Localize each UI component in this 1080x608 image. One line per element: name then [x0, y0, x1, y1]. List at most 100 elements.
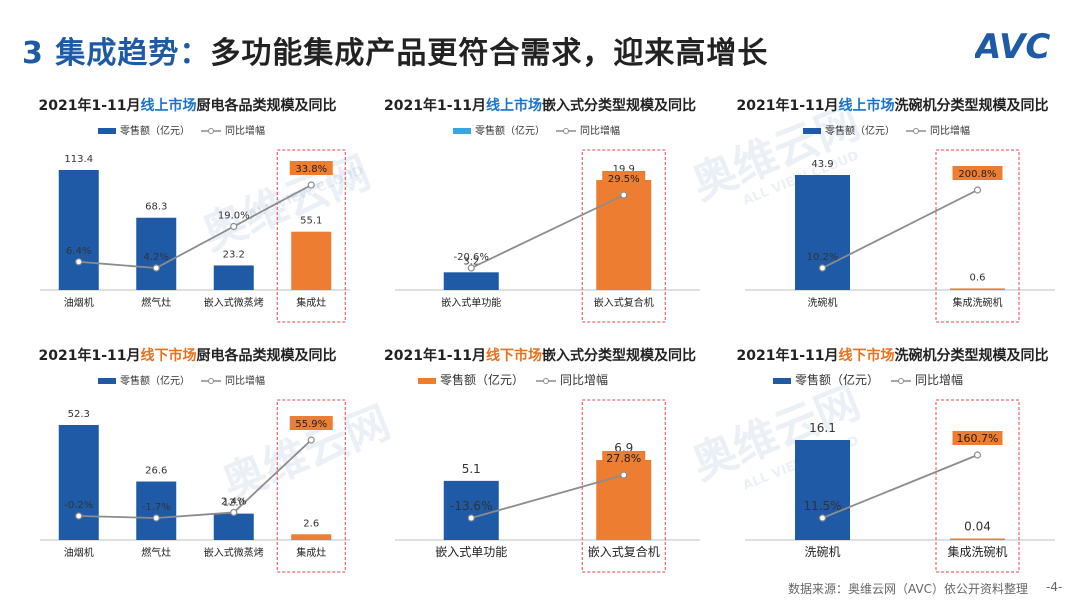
growth-point-2	[152, 264, 160, 272]
bar-3	[213, 265, 254, 290]
chart-title-suffix: 洗碗机分类型规模及同比	[894, 348, 1049, 364]
bar-value-label: 19.9	[613, 164, 635, 175]
chart-legend: 零售额（亿元） 同比增幅	[418, 372, 608, 387]
chart-title: 2021年1-11月线下市场厨电各品类规模及同比	[10, 345, 365, 365]
highlight-box	[935, 149, 1020, 323]
chart-title-prefix: 2021年1-11月	[384, 98, 486, 114]
growth-point-3	[230, 222, 238, 231]
chart-title-prefix: 2021年1-11月	[736, 98, 839, 114]
growth-point-2	[620, 471, 628, 479]
bar-value-label: 12.0	[223, 498, 245, 509]
chart-6: 2021年1-11月线下市场洗碗机分类型规模及同比 零售额（亿元） 同比增幅 16.1…	[715, 345, 1070, 575]
page-number: -4-	[1046, 580, 1063, 594]
chart-title-suffix: 厨电各品类规模及同比	[196, 348, 337, 364]
legend-marker-line	[898, 378, 904, 384]
growth-point-2	[973, 186, 982, 194]
chart-title: 2021年1-11月线上市场厨电各品类规模及同比	[10, 95, 365, 115]
chart-plot: 零售额（亿元） 同比增幅 52.3 油烟机 26.6 燃气灶 12.0 嵌入式微蒸烤 2.6 集成…	[40, 374, 350, 573]
growth-point-3	[230, 508, 238, 517]
legend-marker-line	[563, 128, 569, 134]
legend-marker-line	[208, 128, 214, 134]
chart-title-prefix: 2021年1-11月	[736, 348, 839, 364]
legend-marker-line	[208, 378, 214, 384]
page-title: 3 集成趋势：多功能集成产品更符合需求，迎来高增长	[22, 28, 768, 72]
chart-1: 2021年1-11月线上市场厨电各品类规模及同比 零售额（亿元） 同比增幅 113.4…	[10, 95, 365, 325]
legend-label-bar: 零售额（亿元）	[475, 124, 545, 137]
growth-value-label: 200.8%	[958, 169, 996, 180]
bar-2	[950, 538, 1005, 540]
growth-label-bg	[289, 161, 333, 175]
growth-value-label: 29.5%	[608, 174, 640, 185]
chart-title-prefix: 2021年1-11月	[384, 348, 486, 364]
chart-title: 2021年1-11月线上市场嵌入式分类型规模及同比	[365, 95, 715, 115]
growth-line	[78, 184, 312, 269]
growth-point-4	[307, 436, 315, 444]
category-label: 洗碗机	[804, 544, 840, 559]
growth-value-label: 160.7%	[957, 432, 999, 445]
section-accent: 集成趋势：	[55, 36, 211, 71]
section-number: 3	[22, 36, 44, 71]
growth-point-1	[818, 264, 827, 272]
category-label: 集成洗碗机	[947, 544, 1007, 559]
growth-line	[470, 194, 625, 269]
chart-title-prefix: 2021年1-11月	[38, 348, 141, 364]
bar-value-label: 55.1	[300, 216, 322, 227]
chart-title-market: 线下市场	[838, 348, 895, 364]
growth-point-4	[307, 181, 315, 189]
chart-4: 2021年1-11月线下市场厨电各品类规模及同比 零售额（亿元） 同比增幅 52.3 油…	[10, 345, 365, 575]
growth-point-1	[467, 514, 475, 522]
chart-plot: 零售额（亿元） 同比增幅 43.9 洗碗机 0.6 集成洗碗机 10.2% 200.8%	[745, 124, 1055, 323]
chart-title-market: 线上市场	[838, 98, 895, 114]
chart-title-market: 线上市场	[140, 98, 197, 114]
growth-value-label: 4.2%	[144, 252, 169, 263]
growth-point-1	[75, 512, 83, 520]
section-title: 多功能集成产品更符合需求，迎来高增长	[210, 36, 769, 71]
chart-3: 2021年1-11月线上市场洗碗机分类型规模及同比 零售额（亿元） 同比增幅 43.9…	[715, 95, 1070, 325]
legend-swatch-bar	[98, 378, 116, 384]
chart-legend: 零售额（亿元） 同比增幅	[773, 372, 963, 387]
category-label: 嵌入式复合机	[594, 296, 654, 309]
growth-point-2	[973, 451, 982, 459]
chart-plot: 零售额（亿元） 同比增幅 3.2 嵌入式单功能 19.9 嵌入式复合机 -20.6% 29.5…	[395, 124, 700, 323]
bar-1	[58, 170, 99, 290]
growth-value-label: 19.0%	[218, 211, 250, 222]
legend-label-line: 同比增幅	[560, 372, 608, 387]
category-label: 嵌入式单功能	[441, 296, 501, 309]
legend-label-bar: 零售额（亿元）	[120, 124, 190, 137]
growth-value-label: -1.7%	[142, 502, 171, 513]
growth-value-label: 27.8%	[606, 452, 641, 465]
category-label: 洗碗机	[808, 296, 838, 309]
bar-value-label: 0.6	[970, 272, 986, 283]
bar-2	[136, 217, 177, 290]
growth-point-1	[467, 264, 475, 272]
chart-title-market: 线下市场	[140, 348, 197, 364]
growth-line	[471, 474, 624, 519]
category-label: 油烟机	[64, 296, 94, 309]
category-label: 嵌入式微蒸烤	[204, 546, 264, 559]
growth-label-bg	[289, 416, 333, 430]
legend-label-bar: 零售额（亿元）	[120, 374, 190, 387]
chart-title-suffix: 嵌入式分类型规模及同比	[542, 348, 696, 364]
bar-2	[950, 288, 1005, 290]
category-label: 集成洗碗机	[953, 296, 1003, 309]
growth-label-bg	[602, 451, 646, 465]
bar-value-label: 26.6	[145, 466, 167, 477]
bar-1	[443, 272, 499, 290]
chart-title-suffix: 嵌入式分类型规模及同比	[542, 98, 696, 114]
bar-value-label: 52.3	[68, 409, 90, 420]
category-label: 燃气灶	[141, 546, 171, 559]
bar-value-label: 0.04	[964, 520, 991, 534]
growth-value-label: 33.8%	[295, 164, 327, 175]
highlight-box	[935, 399, 1020, 573]
bar-1	[795, 175, 850, 290]
highlight-box	[581, 399, 666, 573]
legend-label-line: 同比增幅	[225, 124, 265, 137]
growth-value-label: 55.9%	[295, 419, 327, 430]
chart-plot: 零售额（亿元） 同比增幅 113.4 油烟机 68.3 燃气灶 23.2 嵌入式微蒸烤 55.1…	[40, 124, 350, 323]
chart-title-market: 线下市场	[486, 348, 542, 364]
bar-1	[58, 425, 99, 540]
category-label: 集成灶	[296, 546, 326, 559]
bar-value-label: 23.2	[223, 249, 245, 260]
category-label: 嵌入式复合机	[588, 544, 660, 559]
